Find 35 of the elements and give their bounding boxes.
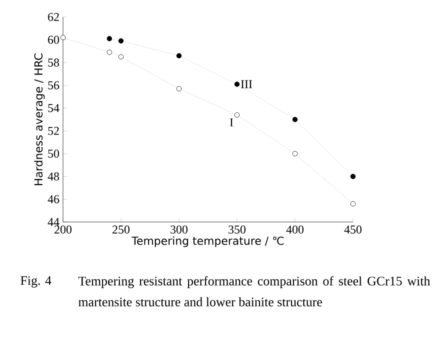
point (106, 36, 112, 42)
series-label: III (240, 80, 252, 88)
text: Tempering resistant performance comparison of steel GCr15 with martensite structure and lower bainite structure (78, 276, 430, 306)
x-tick-label: 250 (112, 226, 130, 234)
x-tick-label: 300 (170, 226, 188, 234)
y-tick-label: 46 (48, 195, 60, 204)
y-tick-label: 52 (48, 126, 59, 135)
y-tick-label: 44 (48, 218, 60, 226)
x-tick-label: 450 (344, 226, 362, 234)
point (106, 50, 112, 55)
point (292, 151, 298, 156)
point (60, 34, 66, 40)
x-tick-label: 350 (228, 226, 246, 234)
point (118, 54, 124, 60)
x-axis-title: Tempering temperature / ℃ (132, 236, 284, 248)
point (118, 38, 124, 44)
point (350, 201, 356, 206)
x-tick-label: 400 (286, 226, 304, 234)
point (234, 112, 240, 118)
caption: Fig. 4 (20, 276, 52, 288)
y-tick-label: 60 (48, 36, 60, 44)
y-tick-label: 62 (48, 12, 59, 22)
y-tick-label: 54 (48, 104, 60, 112)
point (292, 116, 298, 122)
x-tick-label: 200 (54, 226, 72, 234)
y-tick-label: 58 (48, 58, 60, 67)
y-axis-title: Hardness average / HRC (34, 53, 45, 186)
point (176, 86, 182, 92)
y-tick-label: 50 (48, 150, 60, 158)
point (234, 82, 240, 87)
y-tick-label: 48 (48, 172, 60, 180)
y-tick-label: 56 (48, 81, 60, 90)
series-label: I (230, 118, 234, 126)
point (350, 174, 356, 180)
point (176, 53, 182, 58)
